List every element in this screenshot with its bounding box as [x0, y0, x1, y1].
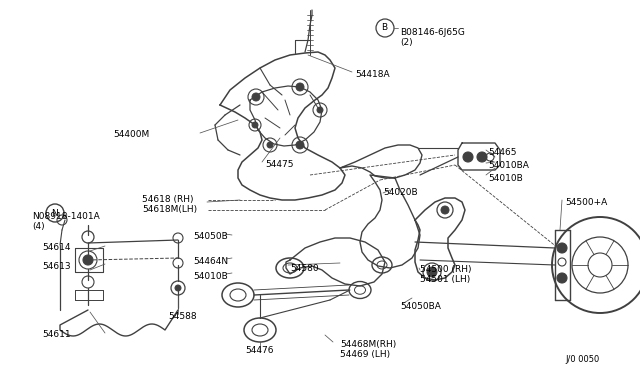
Text: 54010B: 54010B — [488, 174, 523, 183]
Circle shape — [296, 83, 304, 91]
Text: B08146-6J65G
(2): B08146-6J65G (2) — [400, 28, 465, 47]
Text: 54588: 54588 — [168, 312, 196, 321]
Circle shape — [175, 285, 181, 291]
Circle shape — [427, 267, 437, 277]
Text: 54613: 54613 — [42, 262, 70, 271]
Circle shape — [557, 273, 567, 283]
Text: N08918-1401A
(4): N08918-1401A (4) — [32, 212, 100, 231]
Circle shape — [441, 206, 449, 214]
Text: 54611: 54611 — [42, 330, 70, 339]
Text: 54500+A: 54500+A — [565, 198, 607, 207]
Text: B: B — [381, 23, 387, 32]
Text: 54464N: 54464N — [193, 257, 228, 266]
Circle shape — [463, 152, 473, 162]
Circle shape — [477, 152, 487, 162]
Text: 54020B: 54020B — [383, 188, 418, 197]
Text: J/0 0050: J/0 0050 — [565, 355, 599, 364]
Circle shape — [557, 243, 567, 253]
Text: 54050BA: 54050BA — [400, 302, 441, 311]
Text: 54500 (RH)
54501 (LH): 54500 (RH) 54501 (LH) — [420, 265, 472, 285]
Text: 54465: 54465 — [488, 148, 516, 157]
Text: 54475: 54475 — [265, 160, 294, 169]
Circle shape — [83, 255, 93, 265]
Circle shape — [296, 141, 304, 149]
Text: N: N — [51, 208, 58, 218]
Circle shape — [252, 122, 258, 128]
Text: 54618 (RH)
54618M(LH): 54618 (RH) 54618M(LH) — [142, 195, 197, 214]
Circle shape — [267, 142, 273, 148]
Text: 54010B: 54010B — [193, 272, 228, 281]
Text: 54468M(RH)
54469 (LH): 54468M(RH) 54469 (LH) — [340, 340, 396, 359]
Text: 54010BA: 54010BA — [488, 161, 529, 170]
Text: 54614: 54614 — [42, 243, 70, 252]
Text: 54418A: 54418A — [355, 70, 390, 79]
Text: 54050B: 54050B — [193, 232, 228, 241]
Circle shape — [317, 107, 323, 113]
Text: 54476: 54476 — [245, 346, 273, 355]
Text: 54400M: 54400M — [113, 130, 149, 139]
Circle shape — [252, 93, 260, 101]
Text: 54580: 54580 — [290, 264, 319, 273]
